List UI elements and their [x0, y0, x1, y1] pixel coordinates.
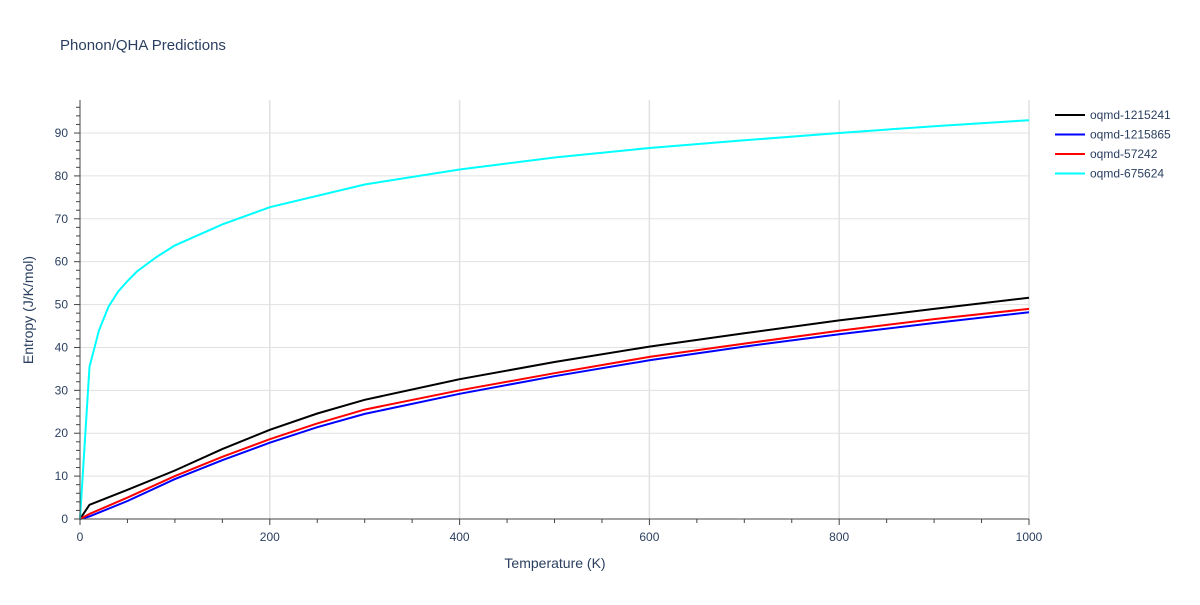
y-tick-label: 60 [55, 255, 69, 269]
x-tick-label: 400 [450, 530, 470, 544]
series-line-oqmd-1215865 [79, 311, 1030, 520]
y-tick-label: 50 [55, 298, 69, 312]
y-tick-label: 0 [61, 512, 68, 526]
x-tick-label: 600 [639, 530, 659, 544]
x-axis-label: Temperature (K) [504, 555, 605, 571]
series-line-oqmd-57242 [79, 307, 1030, 520]
series-lines [79, 119, 1030, 520]
y-tick-label: 90 [55, 126, 69, 140]
axes: 0 200 400 600 800 1000 0 10 20 30 40 50 60 70 80 90 [55, 100, 1043, 544]
x-tick-label: 1000 [1016, 530, 1043, 544]
x-tick-label: 800 [829, 530, 849, 544]
legend-item-label: oqmd-1215241 [1090, 108, 1171, 122]
y-axis-label: Entropy (J/K/mol) [20, 256, 36, 364]
y-tick-label: 10 [55, 469, 69, 483]
legend-item-label: oqmd-1215865 [1090, 128, 1171, 142]
legend[interactable]: oqmd-1215241 oqmd-1215865 oqmd-57242 oqmd-6… [1055, 108, 1171, 181]
legend-item-label: oqmd-57242 [1090, 147, 1158, 161]
chart-title: Phonon/QHA Predictions [60, 37, 226, 54]
series-line-oqmd-1215241 [79, 296, 1030, 520]
y-tick-label: 70 [55, 212, 69, 226]
y-tick-label: 80 [55, 169, 69, 183]
series-line-oqmd-675624 [79, 119, 1030, 520]
x-tick-label: 200 [260, 530, 280, 544]
legend-item-label: oqmd-675624 [1090, 167, 1164, 181]
y-tick-label: 30 [55, 383, 69, 397]
y-tick-label: 20 [55, 426, 69, 440]
y-tick-label: 40 [55, 340, 69, 354]
x-tick-label: 0 [77, 530, 84, 544]
